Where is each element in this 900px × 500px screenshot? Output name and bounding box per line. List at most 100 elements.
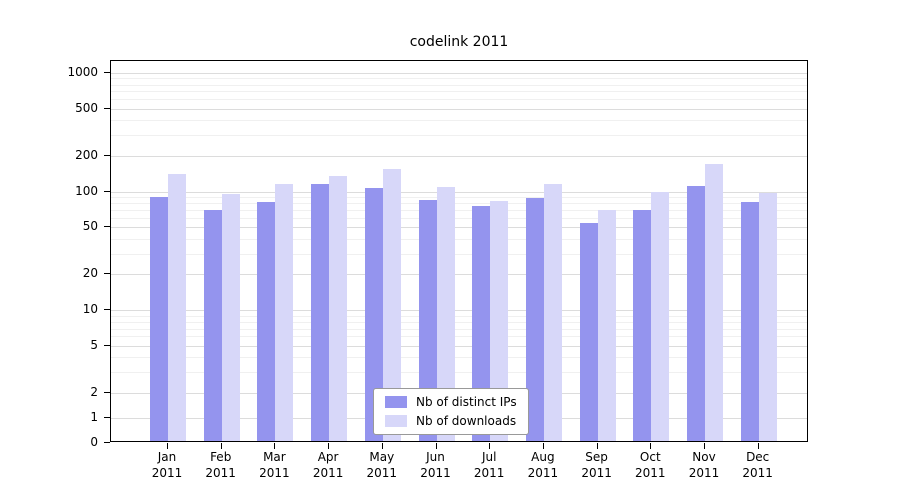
x-tick-label-line: Aug — [531, 450, 555, 464]
x-tick-label-line: 2011 — [527, 465, 559, 480]
x-tick-mark — [489, 443, 491, 449]
minor-gridline — [111, 336, 807, 338]
minor-gridline — [111, 357, 807, 359]
x-tick-label-line: 2011 — [366, 465, 398, 480]
x-tick-mark — [542, 443, 544, 449]
bar-distinct-ips — [203, 209, 222, 441]
bar-distinct-ips — [418, 199, 437, 441]
minor-gridline — [111, 253, 807, 255]
legend-item-downloads: Nb of downloads — [385, 414, 517, 428]
x-tick-label-line: Dec — [746, 450, 770, 464]
x-tick-label-line: 2011 — [581, 465, 612, 480]
y-tick-label: 20 — [82, 266, 98, 281]
y-tick-mark — [104, 154, 110, 156]
legend-swatch-distinct-ips-icon — [385, 396, 407, 408]
bar-distinct-ips — [740, 201, 759, 441]
chart-title: codelink 2011 — [409, 34, 509, 50]
x-tick-label-line: Apr — [317, 450, 339, 464]
x-tick-mark — [704, 443, 705, 449]
legend-item-distinct-ips: Nb of distinct IPs — [385, 395, 517, 409]
y-tick-label: 50 — [82, 219, 98, 234]
x-tick-label-line: 2011 — [151, 465, 183, 480]
y-tick-label: 5 — [90, 337, 98, 352]
bar-downloads — [329, 176, 348, 441]
bar-distinct-ips — [687, 185, 705, 441]
minor-gridline — [111, 99, 807, 101]
bar-downloads — [543, 184, 562, 441]
minor-gridline — [111, 321, 807, 323]
bar-downloads — [705, 164, 723, 441]
x-tick-label: Apr 2011 — [300, 450, 356, 481]
x-tick-label: Jan 2011 — [139, 450, 195, 481]
x-tick-label-line: 2011 — [688, 465, 720, 480]
x-tick-label-line: 2011 — [420, 465, 451, 480]
plot-area — [110, 60, 808, 442]
legend-label-distinct-ips: Nb of distinct IPs — [416, 395, 517, 409]
x-axis: Jan 2011 Feb 2011 Mar 2011 Apr 2011 May 2011 Jun 20… — [110, 450, 808, 490]
bar-downloads — [436, 186, 455, 441]
x-tick-label-line: Nov — [692, 450, 716, 464]
minor-gridline — [111, 315, 807, 317]
x-tick-label: Aug 2011 — [515, 450, 571, 481]
bar-downloads — [168, 174, 186, 441]
y-tick-mark — [104, 309, 110, 311]
x-tick-label-line: 2011 — [635, 465, 666, 480]
legend: Nb of distinct IPs Nb of downloads — [373, 388, 529, 435]
x-tick-mark — [381, 443, 383, 449]
minor-gridline — [111, 203, 807, 205]
major-gridline — [111, 191, 807, 193]
minor-gridline — [111, 120, 807, 122]
bar-downloads — [221, 194, 240, 441]
minor-gridline — [111, 197, 807, 198]
minor-gridline — [111, 217, 807, 219]
major-gridline — [111, 73, 807, 74]
y-tick-mark — [104, 72, 110, 73]
bar-downloads — [382, 169, 401, 441]
bar-downloads — [651, 191, 670, 441]
major-gridline — [111, 155, 807, 157]
x-tick-mark — [435, 443, 437, 449]
y-tick-label: 2 — [90, 385, 98, 399]
y-tick-label: 200 — [75, 147, 98, 162]
x-tick-mark — [328, 443, 330, 449]
x-tick-label-line: 2011 — [205, 465, 236, 480]
x-tick-mark — [220, 443, 222, 449]
x-tick-label-line: Sep — [585, 450, 608, 464]
y-tick-label: 1 — [90, 410, 98, 424]
y-tick-label: 500 — [75, 100, 98, 115]
major-gridline — [111, 227, 807, 229]
x-tick-label-line: Jan — [157, 450, 177, 464]
x-tick-label: Feb 2011 — [193, 450, 249, 481]
y-tick-label: 0 — [90, 435, 98, 449]
x-tick-label-line: Oct — [639, 450, 661, 464]
minor-gridline — [111, 238, 807, 240]
x-tick-label: Jun 2011 — [408, 450, 464, 481]
minor-gridline — [111, 91, 807, 93]
x-tick-label: Oct 2011 — [622, 450, 678, 481]
y-tick-mark — [104, 226, 110, 228]
bar-distinct-ips — [311, 184, 330, 441]
legend-swatch-downloads-icon — [385, 415, 407, 427]
x-tick-label: Mar 2011 — [246, 450, 302, 481]
major-gridline — [111, 274, 807, 276]
x-tick-mark — [650, 443, 652, 449]
minor-gridline — [111, 209, 807, 211]
x-tick-label: Nov 2011 — [676, 450, 732, 481]
minor-gridline — [111, 84, 807, 86]
x-tick-label: May 2011 — [354, 450, 410, 481]
x-tick-label-line: Jul — [481, 450, 497, 464]
major-gridline — [111, 345, 807, 347]
x-tick-label: Jul 2011 — [461, 450, 517, 481]
x-tick-label-line: 2011 — [259, 465, 290, 480]
y-tick-mark — [104, 190, 110, 192]
bar-downloads — [597, 209, 616, 441]
x-tick-label-line: Jun — [426, 450, 445, 464]
x-tick-mark — [757, 443, 759, 449]
legend-label-downloads: Nb of downloads — [416, 414, 517, 428]
x-tick-label-line: 2011 — [312, 465, 344, 480]
bar-distinct-ips — [472, 205, 491, 441]
bar-distinct-ips — [633, 209, 652, 441]
bar-distinct-ips — [579, 223, 598, 441]
y-tick-label: 1000 — [67, 65, 98, 79]
